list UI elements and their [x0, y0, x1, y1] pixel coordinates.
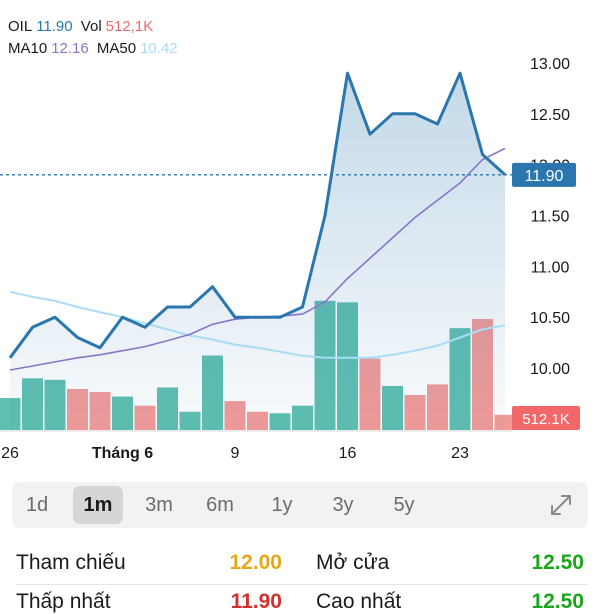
- legend-row-ma: MA10 12.16 MA50 10.42: [8, 40, 182, 57]
- vol-label: Vol: [80, 18, 102, 35]
- price-area: [10, 73, 505, 430]
- ma50-label: MA50: [96, 40, 137, 57]
- volume-tag: [512, 406, 580, 430]
- ma50-line: [9, 290, 506, 359]
- expand-icon[interactable]: [548, 492, 574, 518]
- high-label: Cao nhất: [316, 590, 402, 613]
- symbol-label: OIL: [8, 18, 33, 35]
- y-tick-label: 13.00: [530, 56, 570, 73]
- x-tick-label: 26: [1, 445, 19, 462]
- open-value: 12.50: [531, 551, 584, 574]
- open-label: Mở cửa: [316, 551, 390, 574]
- x-tick-label: 23: [451, 445, 469, 462]
- y-tick-label: 10.50: [530, 310, 570, 327]
- range-tab-1m[interactable]: 1m: [73, 486, 123, 524]
- legend-row-price: OIL 11.90 Vol 512,1K: [8, 18, 157, 35]
- y-tick-label: 11.00: [531, 259, 570, 276]
- current-price-tag-label: 11.90: [525, 168, 564, 185]
- x-tick-label: 16: [339, 445, 357, 462]
- volume-tag-label: 512.1K: [522, 411, 570, 428]
- high-value: 12.50: [531, 590, 584, 613]
- x-tick-label: 9: [231, 445, 240, 462]
- price-value: 11.90: [36, 18, 73, 35]
- reference-label: Tham chiếu: [16, 551, 126, 574]
- price-line: [8, 71, 507, 359]
- ma50-value: 10.42: [140, 40, 178, 57]
- reference-value: 12.00: [229, 551, 282, 574]
- y-tick-label: 11.50: [531, 209, 570, 226]
- range-tab-5y[interactable]: 5y: [393, 494, 415, 516]
- y-tick-label: 10.00: [530, 361, 570, 378]
- ma10-label: MA10: [8, 40, 48, 57]
- ma10-value: 12.16: [51, 40, 89, 57]
- range-tab-3m[interactable]: 3m: [145, 494, 173, 516]
- current-price-tag: [512, 162, 576, 187]
- stats-divider: [16, 584, 588, 585]
- range-tab-1d[interactable]: 1d: [25, 494, 49, 516]
- range-tab-3y[interactable]: 3y: [332, 494, 354, 516]
- range-selector: 1d 1m 3m 6m 1y 3y 5y: [12, 482, 588, 528]
- low-label: Thấp nhất: [16, 590, 111, 613]
- range-tab-6m[interactable]: 6m: [206, 494, 234, 516]
- low-value: 11.90: [230, 590, 282, 613]
- y-tick-label: 12.50: [530, 107, 570, 124]
- range-tab-1y[interactable]: 1y: [271, 494, 293, 516]
- x-tick-label: Tháng 6: [92, 445, 153, 462]
- vol-value: 512,1K: [105, 18, 154, 35]
